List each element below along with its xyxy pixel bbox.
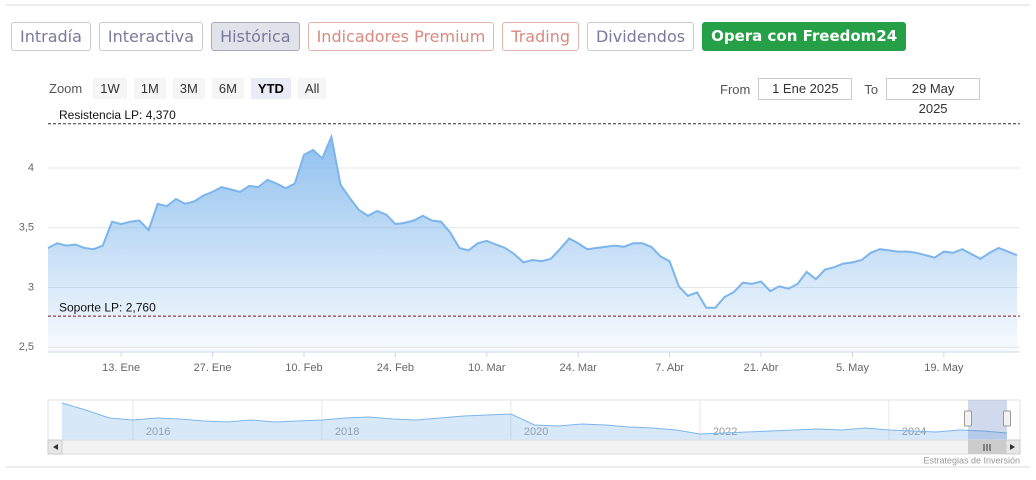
x-tick-label: 24. Mar — [560, 362, 598, 374]
navigator-label: 2022 — [713, 426, 737, 438]
navigator-window — [968, 400, 1007, 440]
zoom-label: Zoom — [49, 81, 83, 96]
x-tick-label: 5. May — [836, 362, 870, 374]
x-tick-label: 19. May — [924, 362, 964, 374]
tab[interactable]: Interactiva — [98, 22, 204, 51]
navigator-label: 2020 — [524, 426, 548, 438]
plot-line-label: Soporte LP: 2,760 — [59, 300, 156, 314]
scrollbar-arrow — [53, 444, 58, 450]
tab[interactable]: Histórica — [211, 22, 300, 51]
navigator-label: 2024 — [902, 426, 926, 438]
tab[interactable]: Opera con Freedom24 — [702, 22, 907, 51]
y-tick-label: 3,5 — [19, 222, 34, 234]
navigator-frame — [47, 399, 1021, 441]
plot-line-label: Resistencia LP: 4,370 — [59, 108, 176, 122]
navigator-handle — [1003, 410, 1011, 427]
x-tick-label: 21. Abr — [744, 362, 779, 374]
tab[interactable]: Dividendos — [586, 22, 695, 51]
navigator-label: 2018 — [335, 426, 359, 438]
zoom-button[interactable]: 1W — [93, 78, 127, 99]
tab[interactable]: Trading — [502, 22, 579, 51]
x-tick-label: 13. Ene — [102, 362, 140, 374]
from-label: From — [720, 81, 751, 97]
x-tick-label: 10. Mar — [468, 362, 506, 374]
zoom-button[interactable]: 3M — [172, 78, 205, 99]
zoom-button[interactable]: 6M — [211, 78, 244, 99]
y-tick-label: 3 — [28, 281, 34, 293]
line — [47, 133, 1018, 309]
tab[interactable]: Intradía — [11, 22, 91, 51]
from-input[interactable]: 1 Ene 2025 — [758, 78, 853, 100]
y-tick-label: 4 — [28, 162, 34, 174]
x-tick-label: 24. Feb — [377, 362, 414, 374]
navigator-area — [62, 403, 1007, 440]
scrollbar-track — [47, 439, 1021, 455]
zoom-button[interactable]: YTD — [250, 78, 291, 99]
zoom-button[interactable]: All — [297, 78, 327, 99]
navigator-handle — [964, 410, 972, 427]
zoom-bar: Zoom 1W 1M 3M 6M YTD All — [49, 78, 327, 99]
x-tick-label: 27. Ene — [194, 362, 232, 374]
tab[interactable]: Indicadores Premium — [307, 22, 495, 51]
scrollbar-arrow — [1010, 444, 1015, 450]
to-label: To — [864, 81, 879, 97]
tab-bar: Intradía Interactiva Histórica Indicadores … — [11, 22, 907, 51]
x-tick-label: 7. Abr — [655, 362, 684, 374]
date-range: From 1 Ene 2025 To 29 May 2025 — [720, 78, 992, 116]
credit: Estrategias de Inversión — [923, 455, 1020, 465]
area — [48, 136, 1017, 352]
navigator-label: 2016 — [146, 426, 170, 438]
x-tick-label: 10. Feb — [285, 362, 322, 374]
to-input[interactable]: 29 May 2025 — [886, 78, 981, 116]
y-tick-label: 2,5 — [19, 341, 34, 353]
zoom-button[interactable]: 1M — [133, 78, 166, 99]
navigator-line — [61, 402, 1008, 435]
